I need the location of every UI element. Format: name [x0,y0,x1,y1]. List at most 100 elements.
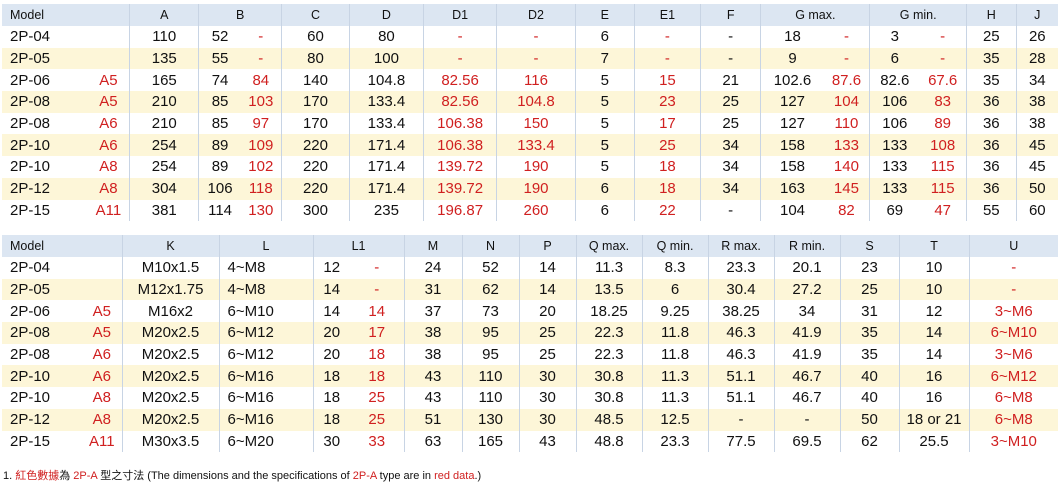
table-cell: 30.4 [707,278,775,301]
table-cell: 235 [349,199,424,222]
table-cell: 158 [760,156,824,178]
table-cell: 110 [461,365,520,388]
table-cell: 87.6 [823,69,870,92]
table-cell: 95 [461,343,520,366]
table-cell: 12.5 [641,408,709,431]
table-cell: 116 [496,69,576,92]
table-cell: 38 [1015,91,1058,113]
type-cell: A8 [82,387,123,409]
table-cell: M30x3.5 [121,430,220,453]
table-cell: 82.56 [422,91,497,113]
table-row: 2P-08 A6 210 85 97 170 133.4 106.38 150 5 17 25 127 1… [2,112,1058,135]
table-cell: 127 [760,112,824,135]
column-header: G min. [869,4,967,26]
table-cell: 4~M8 [218,257,314,279]
table-cell: 6 [869,47,920,70]
table-cell: 139.72 [422,156,497,178]
table-cell: 133.4 [496,134,576,157]
table-row: 2P-04 110 52-60 80- -6- -18-3-25 26 [2,26,1058,48]
table-cell: 24 [403,257,463,279]
model-cell: 2P-06 [2,300,82,323]
model-cell: 2P-12 [2,177,88,200]
table-cell: 38 [1015,112,1058,135]
model-cell: 2P-10 [2,156,88,178]
type-cell [82,257,123,279]
table-cell: 51.1 [707,365,775,388]
table-cell: 40 [839,387,900,409]
column-header: D1 [422,4,497,26]
table-cell: 48.8 [575,430,643,453]
table-cell: 25 [518,343,577,366]
dimension-table-1: Model A B C D D1 D2 E E1 F G max. G min. H J 2P-04 110 5… [2,4,1058,222]
table-cell: 171.4 [349,134,424,157]
table-cell: 18 [350,365,405,388]
table-cell: 190 [496,156,576,178]
table-cell: 171.4 [349,177,424,200]
table-cell: 210 [129,91,199,113]
dimension-table-2: Model K L L1 M N P Q max. Q min. R max. R min. S T U 2… [2,235,1059,453]
table-cell: 97 [240,112,282,135]
table-cell: - [496,47,576,70]
table-cell: 104.8 [496,91,576,113]
table-cell: 40 [839,365,900,388]
table-cell: 18 [633,156,701,178]
table-cell: 133 [869,134,920,157]
column-header: Model [2,4,130,26]
table-cell: M20x2.5 [121,408,220,431]
table-cell: 31 [839,300,900,323]
table-cell: 102 [240,156,282,178]
table-cell: 25 [350,408,405,431]
table-row: 2P-06 A5 M16x2 6~M10 14 14 37 73 20 18.25 9.25 38.2… [2,300,1059,323]
table-cell: 35 [839,322,900,344]
type-cell: A5 [82,300,123,323]
table-cell: 100 [349,47,424,70]
table-cell: 150 [496,112,576,135]
column-header: G max. [760,4,870,26]
table-cell: 41.9 [773,343,841,366]
table-cell: 25.5 [898,430,970,453]
table-cell: 23.3 [641,430,709,453]
table-cell: 190 [496,177,576,200]
table-cell: 6~M12 [218,343,314,366]
table-row: 2P-12 A8 304 106 118 220 171.4 139.72 190 6 18 34 16… [2,177,1058,200]
column-header: A [129,4,199,26]
table-cell: M20x2.5 [121,387,220,409]
table-cell: 50 [839,408,900,431]
table-cell: 43 [403,365,463,388]
table-cell: 16 [898,387,970,409]
table-cell: 35 [966,69,1017,92]
table-cell: - [496,26,576,48]
table-cell: 50 [1015,177,1058,200]
column-header: U [968,235,1059,257]
table-cell: - [633,26,701,48]
table-cell: 20 [312,322,351,344]
column-header: F [699,4,761,26]
footnote-type-en: 2P-A [352,470,377,482]
table-cell: 4~M8 [218,278,314,301]
table-cell: 165 [129,69,199,92]
table-cell: M12x1.75 [121,278,220,301]
table-cell: 34 [1015,69,1058,92]
table-cell: 108 [919,134,967,157]
table-cell: 6 [574,26,635,48]
model-cell: 2P-04 [2,257,82,279]
table-cell: 260 [496,199,576,222]
type-cell [82,278,123,301]
column-header: K [121,235,220,257]
table-cell: 73 [461,300,520,323]
table-cell: 80 [280,47,350,70]
table-cell: 14 [350,300,405,323]
table-cell: 45 [1015,156,1058,178]
table-cell: 25 [839,278,900,301]
table-row: 2P-06 A5 165 74 84 140 104.8 82.56 116 5 15 21 102.6… [2,69,1058,92]
table-cell: 106 [869,91,920,113]
table-cell: 60 [1015,199,1058,222]
footnote-text-en-2: type are in [376,470,435,482]
table-cell: 110 [129,26,199,48]
table-cell: M20x2.5 [121,365,220,388]
footnote-number: 1. [3,470,16,482]
model-cell: 2P-08 [2,343,82,366]
table-cell: 25 [518,322,577,344]
table-cell: 6 [574,199,635,222]
column-header: L [218,235,314,257]
